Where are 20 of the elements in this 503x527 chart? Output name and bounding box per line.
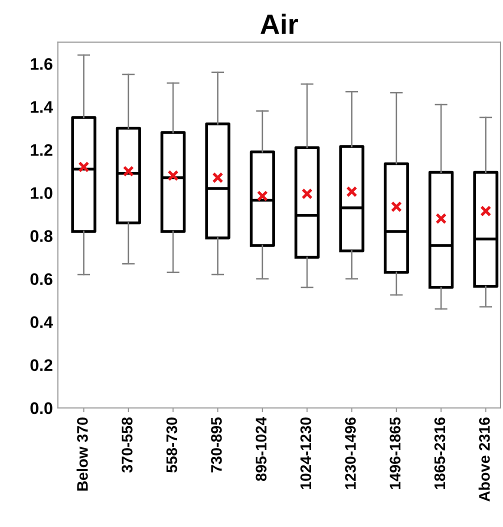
x-tick-label: 558-730 — [166, 418, 178, 473]
y-tick-label: 1.6 — [30, 58, 52, 70]
x-tick-label: 730-895 — [211, 417, 222, 472]
chart-title: Air — [260, 14, 298, 34]
x-tick-label: Above 2316 — [478, 417, 490, 502]
y-tick-label: 1.2 — [30, 144, 52, 156]
x-tick-label: 895-1024 — [256, 417, 267, 481]
x-tick-label: 1865-2316 — [434, 417, 446, 490]
y-tick-label: 0.2 — [30, 359, 52, 372]
x-tick-label: 1230-1496 — [345, 417, 356, 490]
x-tick-label: 1024-1230 — [300, 418, 312, 490]
y-tick-label: 1.4 — [30, 101, 53, 113]
x-tick-label: 370-558 — [122, 417, 133, 473]
x-tick-label: Below 370 — [76, 418, 88, 491]
y-tick-label: 0.0 — [30, 402, 52, 414]
y-tick-label: 0.4 — [30, 316, 53, 328]
y-tick-label: 0.8 — [30, 230, 52, 242]
x-tick-label: 1496-1865 — [390, 417, 401, 490]
y-tick-label: 1.0 — [30, 187, 52, 199]
y-tick-label: 0.6 — [30, 273, 52, 286]
